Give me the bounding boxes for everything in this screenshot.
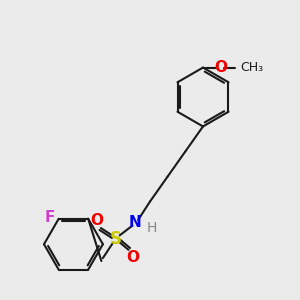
Text: O: O bbox=[91, 213, 103, 228]
Text: N: N bbox=[129, 215, 142, 230]
Text: F: F bbox=[45, 210, 55, 225]
Text: O: O bbox=[126, 250, 139, 265]
Text: O: O bbox=[214, 60, 227, 75]
Text: H: H bbox=[146, 221, 157, 235]
Text: CH₃: CH₃ bbox=[240, 61, 263, 74]
Text: S: S bbox=[110, 230, 122, 248]
